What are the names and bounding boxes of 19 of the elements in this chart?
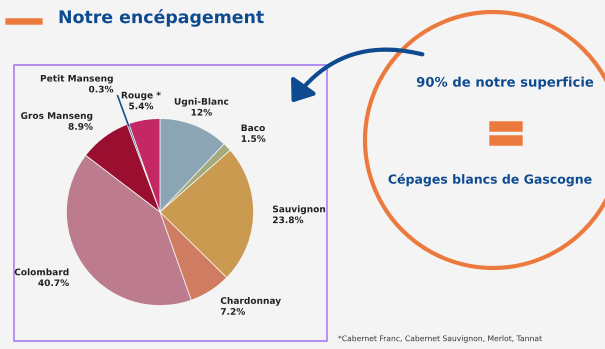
data-label: 1.5%: [242, 135, 266, 142]
data-label: 23.8%: [272, 216, 304, 224]
data-label: 0.3%: [88, 86, 114, 93]
text: 90% de notre superficie: [416, 76, 594, 90]
slice-label: Colombard: [14, 268, 68, 276]
data-label: 8.9%: [68, 123, 93, 130]
slice-label: Gros Manseng: [20, 112, 92, 121]
slice-label: Ugni-Blanc: [174, 98, 228, 107]
data-label: 7.2%: [220, 308, 246, 315]
slice-label: Sauvignon: [272, 205, 326, 214]
text: Cépages blancs de Gascogne: [388, 174, 592, 186]
slice-label: Rouge *: [122, 92, 161, 100]
data-label: 40.7%: [38, 279, 69, 286]
slice-label: Chardonnay: [220, 296, 281, 306]
slice-label: Baco: [242, 124, 265, 132]
data-label: 12%: [192, 108, 212, 116]
data-label: 5.4%: [129, 102, 154, 110]
chart-title: Notre encépagement: [60, 9, 264, 27]
slice-label: Petit Manseng: [40, 74, 113, 84]
